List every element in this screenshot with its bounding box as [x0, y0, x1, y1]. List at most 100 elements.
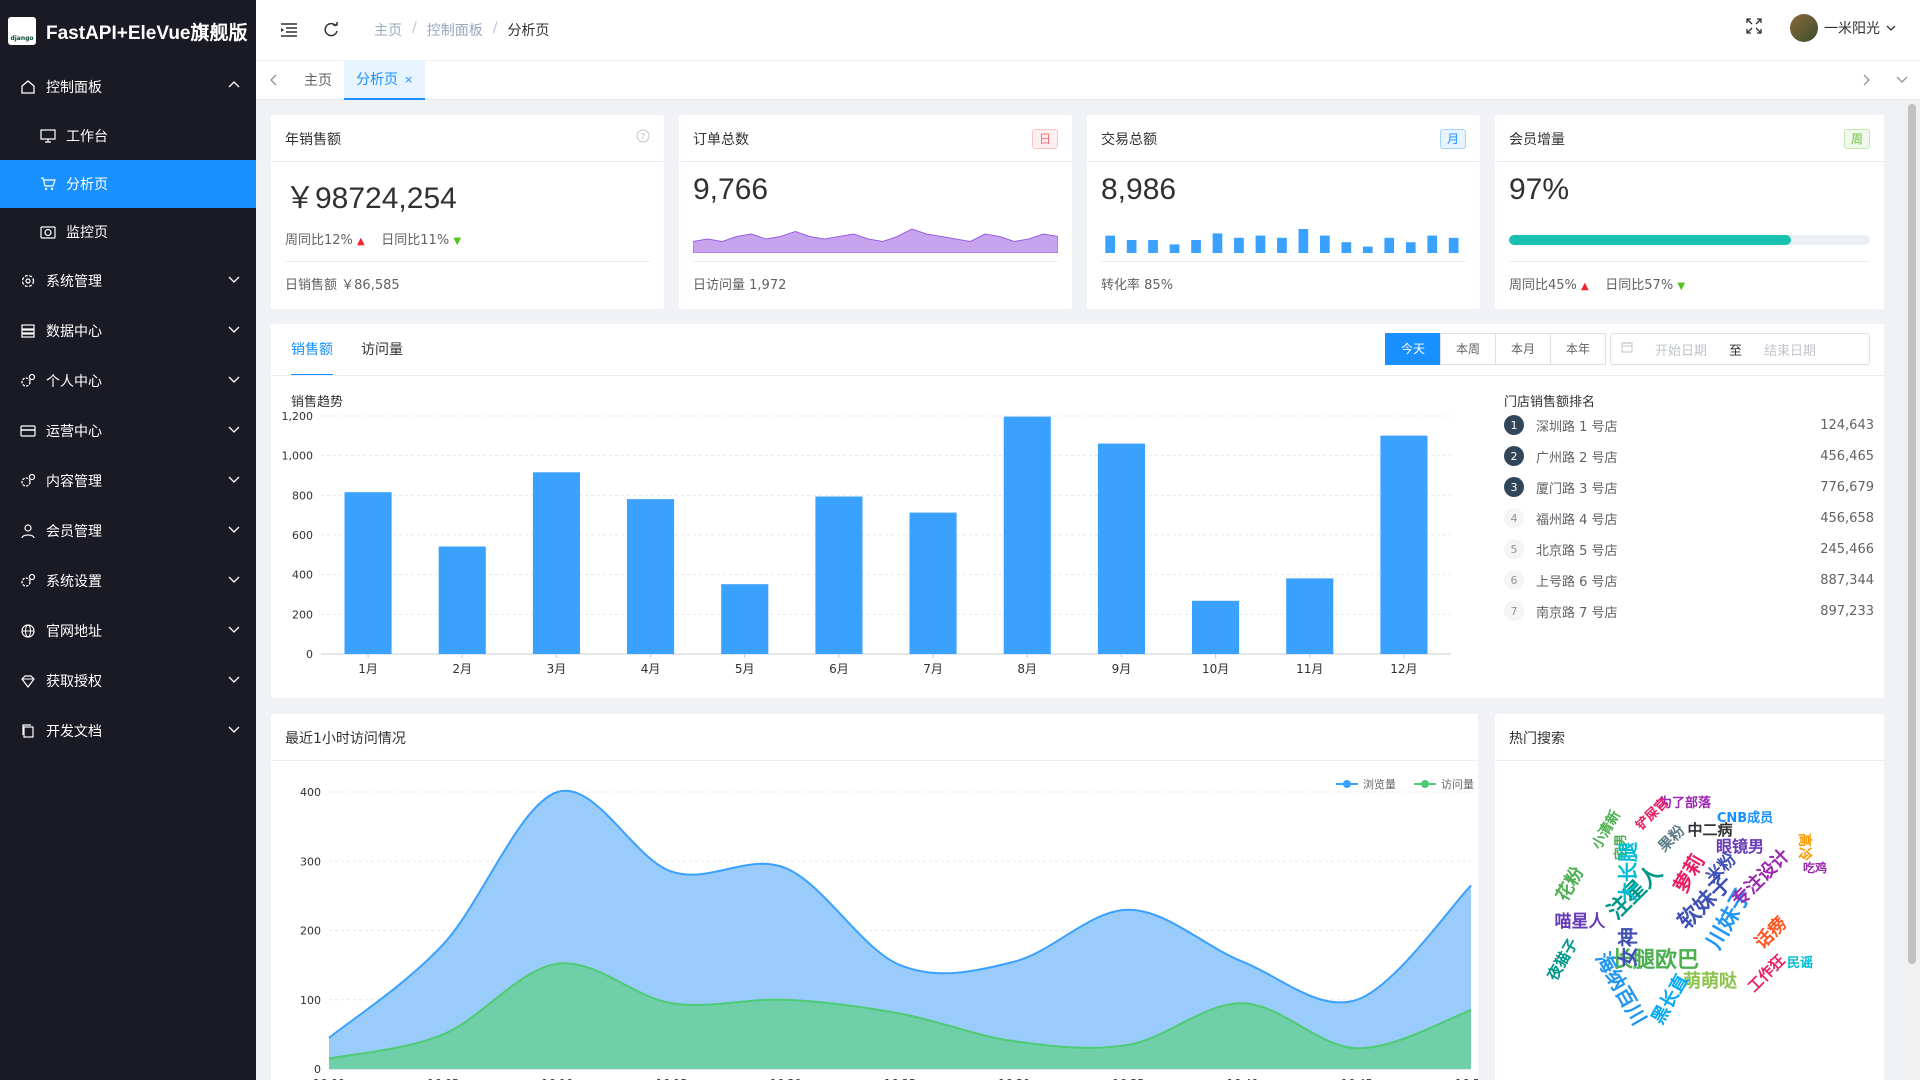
word-cloud-term[interactable]: 夜猫子: [1543, 936, 1582, 985]
tab-visits[interactable]: 访问量: [361, 342, 403, 358]
date-end-placeholder[interactable]: 结束日期: [1764, 343, 1817, 359]
legend-item[interactable]: 访问量: [1414, 778, 1474, 791]
sidebar-item-获取授权[interactable]: 获取授权: [0, 656, 256, 706]
logo[interactable]: django FastAPI+EleVue旗舰版: [0, 0, 256, 62]
sidebar-item-系统管理[interactable]: 系统管理: [0, 256, 256, 306]
sidebar-item-开发文档[interactable]: 开发文档: [0, 706, 256, 756]
fullscreen-icon[interactable]: [1746, 18, 1762, 38]
tab-analysis[interactable]: 分析页 ×: [344, 60, 426, 100]
word-cloud-term[interactable]: 宅男: [1613, 834, 1629, 860]
month-tag: 月: [1439, 129, 1466, 149]
card-footer: 日销售额 ￥86,585: [285, 261, 650, 293]
ranking-row: 1 深圳路 1 号店 124,643: [1504, 415, 1874, 435]
tabs-scroll-right-icon[interactable]: [1848, 60, 1884, 100]
word-cloud-term[interactable]: 话痨: [1750, 912, 1791, 953]
date-start-placeholder[interactable]: 开始日期: [1655, 343, 1708, 359]
collapse-menu-icon[interactable]: [280, 21, 298, 39]
members-progress-track: [1509, 235, 1870, 245]
x-tick-label: 10月: [1202, 662, 1229, 676]
card-title: 订单总数: [693, 132, 749, 148]
range-week-button[interactable]: 本周: [1440, 333, 1496, 365]
sidebar-item-内容管理[interactable]: 内容管理: [0, 456, 256, 506]
legend-item[interactable]: 浏览量: [1336, 777, 1396, 791]
sidebar-item-工作台[interactable]: 工作台: [0, 112, 256, 160]
range-month-button[interactable]: 本月: [1495, 333, 1551, 365]
scrollbar-thumb[interactable]: [1908, 104, 1916, 964]
sidebar-item-个人中心[interactable]: 个人中心: [0, 356, 256, 406]
x-tick-label: 16:00: [313, 1077, 345, 1080]
card-divider: [271, 760, 1478, 761]
mini-bar: [1277, 237, 1287, 253]
sidebar-item-官网地址[interactable]: 官网地址: [0, 606, 256, 656]
close-tab-icon[interactable]: ×: [404, 72, 414, 86]
y-tick-label: 1,200: [282, 410, 314, 423]
store-sales-value: 456,465: [1820, 448, 1874, 464]
x-tick-label: 16:25: [884, 1077, 916, 1080]
legend-marker: [1343, 780, 1351, 788]
word-cloud-term[interactable]: 民谣: [1787, 955, 1813, 971]
word-cloud-term[interactable]: 大长腿: [1616, 842, 1640, 902]
y-tick-label: 400: [292, 569, 313, 582]
word-cloud-term[interactable]: 眼镜男: [1716, 837, 1764, 856]
word-cloud-term[interactable]: 工作狂: [1744, 951, 1789, 996]
user-menu[interactable]: 一米阳光: [1790, 14, 1896, 42]
tab-home[interactable]: 主页: [292, 60, 344, 100]
page-scrollbar[interactable]: [1904, 100, 1920, 1080]
sidebar-item-会员管理[interactable]: 会员管理: [0, 506, 256, 556]
x-tick-label: 16:30: [998, 1077, 1030, 1080]
word-cloud-term[interactable]: 中二病: [1687, 821, 1732, 839]
sidebar-item-监控页[interactable]: 监控页: [0, 208, 256, 256]
breadcrumb-dashboard[interactable]: 控制面板: [426, 23, 483, 39]
tab-sales[interactable]: 销售额: [291, 338, 333, 376]
bar: [344, 492, 392, 654]
card-footer: 日访问量 1,972: [693, 261, 1058, 293]
word-cloud-term[interactable]: 女神: [1616, 927, 1640, 967]
app-title: FastAPI+EleVue旗舰版: [46, 22, 248, 44]
word-cloud-term[interactable]: 萌萌哒: [1683, 970, 1737, 992]
word-cloud-term[interactable]: 黑长直: [1647, 970, 1693, 1028]
refresh-icon[interactable]: [322, 21, 340, 39]
card-title: 会员增量: [1509, 132, 1565, 148]
sidebar-item-label: 数据中心: [46, 324, 102, 340]
sidebar-item-数据中心[interactable]: 数据中心: [0, 306, 256, 356]
help-icon[interactable]: ?: [636, 129, 650, 147]
store-name: 广州路 2 号店: [1536, 450, 1618, 466]
date-range-picker[interactable]: 开始日期 至 结束日期: [1610, 333, 1870, 365]
monitor-icon: [40, 128, 56, 144]
sales-panel: 销售额 访问量 今天 本周 本月 本年 开始日期 至 结束日期 销售趋势 0 20…: [271, 324, 1884, 698]
word-cloud-term[interactable]: 果粉: [1654, 821, 1689, 856]
store-name: 南京路 7 号店: [1536, 605, 1618, 621]
sidebar-item-系统设置[interactable]: 系统设置: [0, 556, 256, 606]
range-year-button[interactable]: 本年: [1550, 333, 1606, 365]
word-cloud-term[interactable]: 喵星人: [1555, 912, 1607, 932]
mini-bar: [1341, 242, 1352, 253]
x-tick-label: 16:35: [1113, 1077, 1145, 1080]
word-cloud-term[interactable]: CNB成员: [1717, 810, 1773, 826]
breadcrumb-home[interactable]: 主页: [374, 23, 402, 39]
bar: [1003, 416, 1051, 654]
sidebar-item-label: 官网地址: [46, 624, 102, 640]
sidebar-item-label: 分析页: [66, 177, 108, 193]
word-cloud-term[interactable]: 高冷: [1796, 833, 1813, 861]
tabs-dropdown-icon[interactable]: [1884, 60, 1920, 100]
word-cloud-term[interactable]: 吃鸡: [1803, 860, 1827, 875]
week-compare: 周同比45%: [1509, 278, 1577, 293]
word-cloud-term[interactable]: 铲屎官: [1633, 795, 1672, 834]
word-cloud-term[interactable]: 为了部落: [1659, 795, 1712, 811]
word-cloud-term[interactable]: 长腿欧巴: [1611, 947, 1699, 973]
series-line-访问量: [328, 962, 1472, 1060]
sidebar-item-分析页[interactable]: 分析页: [0, 160, 256, 208]
rank-number: 5: [1504, 539, 1524, 559]
word-cloud-term[interactable]: 花粉: [1551, 863, 1588, 905]
sidebar-item-控制面板[interactable]: 控制面板: [0, 62, 256, 112]
sidebar-item-运营中心[interactable]: 运营中心: [0, 406, 256, 456]
legend-label: 浏览量: [1363, 777, 1396, 791]
sales-trend-bar-chart: 0 200 400 600 800 1,000 1,200 1月 2月 3月 4月 5月 6月 7月 8月 9…: [282, 410, 1451, 676]
orders-value: 9,766: [693, 173, 769, 206]
trend-up-icon: ▲: [357, 236, 365, 247]
sidebar-item-label: 开发文档: [46, 724, 102, 740]
rank-number: 6: [1504, 570, 1524, 590]
range-today-button[interactable]: 今天: [1385, 333, 1441, 365]
tabs-scroll-left-icon[interactable]: [256, 60, 292, 100]
date-separator: 至: [1729, 343, 1743, 359]
